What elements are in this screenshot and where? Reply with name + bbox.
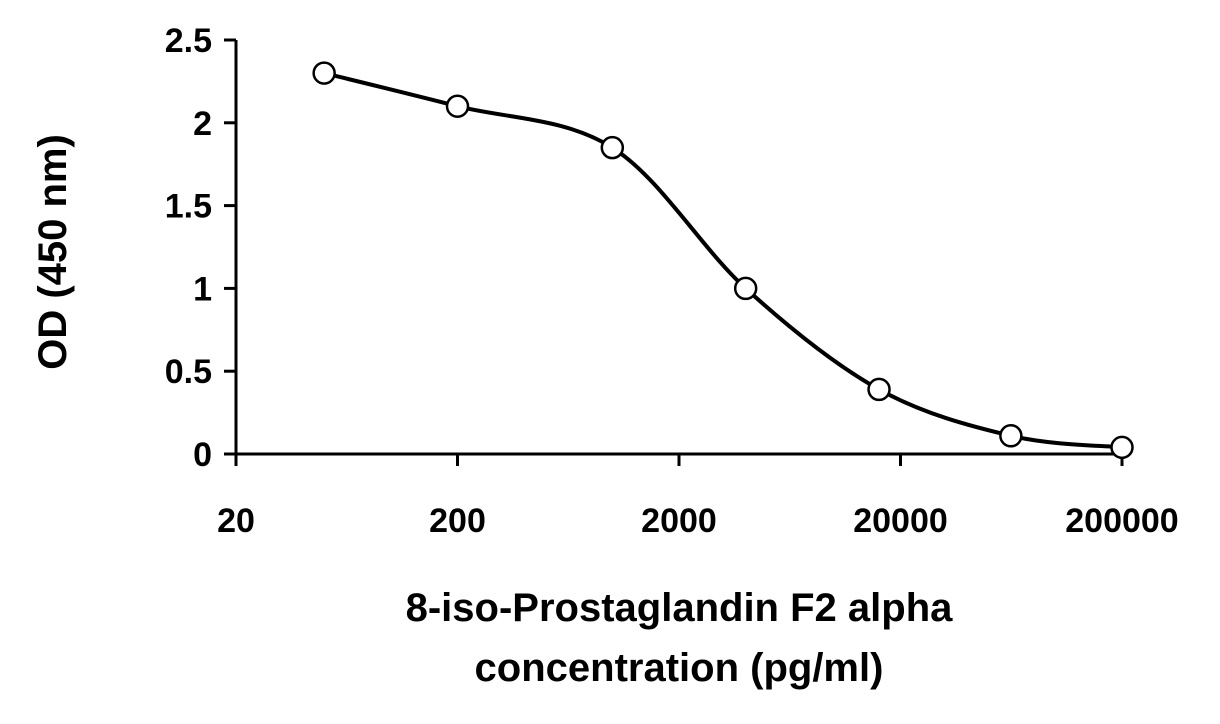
data-point — [445, 94, 470, 118]
y-axis-ticks: 0 0.5 1 1.5 2 2.5 — [165, 22, 236, 474]
x-tick-label: 20 — [217, 502, 255, 540]
data-point — [999, 424, 1023, 448]
x-tick-label: 2000 — [641, 502, 717, 540]
series-line — [323, 71, 1123, 450]
data-point — [1110, 435, 1134, 460]
data-points — [312, 61, 1134, 460]
data-point — [312, 61, 336, 85]
x-axis-label-line-1: 8-iso-Prostaglandin F2 alpha — [406, 586, 954, 630]
x-axis-ticks: 20 200 2000 20000 200000 — [217, 454, 1179, 540]
y-tick-label: 1.5 — [165, 188, 212, 226]
y-tick-label: 1 — [193, 270, 212, 308]
y-tick-label: 2 — [193, 105, 212, 143]
x-axis-label-line-2: concentration (pg/ml) — [475, 646, 884, 690]
data-point — [600, 135, 625, 160]
x-tick-label: 200 — [429, 502, 486, 540]
y-axis-label: OD (450 nm) — [31, 134, 75, 370]
data-point — [733, 276, 758, 301]
x-tick-label: 200000 — [1065, 502, 1178, 540]
plot-area: 0 0.5 1 1.5 2 2.5 20 200 2000 20000 200000 — [165, 22, 1179, 540]
x-tick-label: 20000 — [853, 502, 948, 540]
y-tick-label: 0 — [193, 436, 212, 474]
data-point — [867, 377, 891, 402]
y-tick-label: 0.5 — [165, 353, 212, 391]
y-tick-label: 2.5 — [165, 22, 212, 60]
